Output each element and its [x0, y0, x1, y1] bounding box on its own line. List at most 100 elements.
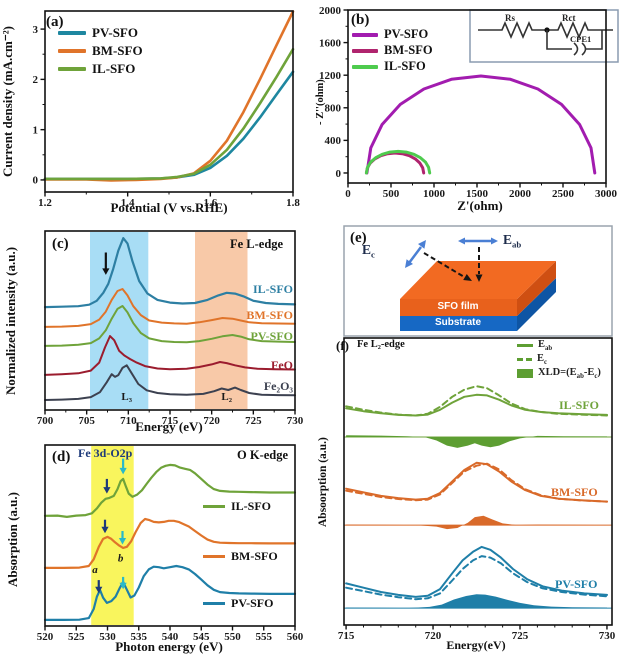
substrate-front-face	[400, 316, 517, 331]
circuit-branch-wire	[546, 30, 603, 50]
x-tick-label: 715	[162, 415, 179, 427]
y-tick-label: 2000	[319, 5, 342, 17]
ec-sub: c	[371, 249, 375, 260]
curve-label-bm-sfo: BM-SFO	[246, 308, 293, 322]
series-PV-SFO	[43, 564, 297, 622]
bm-sfo-swatch	[203, 555, 225, 558]
curve-label-il-sfo: IL-SFO	[203, 499, 271, 514]
x-tick-label: 535	[131, 631, 148, 643]
legend-label: BM-SFO	[92, 43, 143, 58]
series-IL-SFO	[43, 237, 297, 309]
series-BM-SFO	[44, 288, 296, 328]
cpe-icon	[573, 42, 587, 56]
x-tick-label: 525	[68, 631, 85, 643]
x-tick-label: 725	[245, 415, 262, 427]
il-sfo-swatch	[58, 67, 86, 71]
y-tick-label: 800	[325, 103, 342, 115]
peak-label: L₂	[221, 391, 232, 403]
ec-sub: c	[544, 359, 548, 367]
f-legend-xld: XLD=(Eab-Ec)	[517, 367, 601, 380]
f-legend-eab: Eab	[517, 339, 552, 352]
x-tick-label: 1.2	[38, 197, 52, 209]
x-tick-label: 500	[383, 188, 400, 200]
inset-rs-label: Rs	[505, 13, 516, 23]
x-tick-label: 720	[203, 415, 220, 427]
x-tick-label: 710	[120, 415, 137, 427]
x-tick-label: 530	[99, 631, 116, 643]
f-legend-ec: Ec	[517, 353, 547, 366]
x-tick-label: 545	[193, 631, 210, 643]
annotation-arrowhead	[119, 582, 127, 590]
curve-label-il-sfo: IL-SFO	[252, 282, 293, 296]
series-BM-Ec	[345, 462, 608, 503]
x-tick-label: 0	[345, 188, 351, 200]
x-tick-label: 2500	[552, 188, 575, 200]
series-BM-SFO	[43, 517, 297, 570]
x-tick-label: 720	[425, 630, 442, 642]
x-tick-label: 1000	[423, 188, 446, 200]
x-tick-label: 560	[287, 631, 304, 643]
xld-fill-swatch	[517, 369, 533, 379]
f-title: Fe L₂-edge	[357, 339, 405, 350]
f-y-axis-label: Absoorption (a.u.)	[317, 437, 329, 528]
eab-sub: ab	[545, 345, 553, 353]
eab-arrow-icon	[458, 237, 498, 245]
legend-label: IL-SFO	[384, 59, 426, 73]
d-band-label: Fe 3d-O2p	[78, 446, 133, 460]
curve-label-text: BM-SFO	[231, 549, 278, 563]
x-tick-label: 2000	[509, 188, 532, 200]
il-sfo-swatch	[352, 64, 378, 69]
panel-letter-f: (f)	[336, 338, 349, 353]
c-y-axis-label: Normalized intensity (a.u.)	[3, 246, 18, 396]
series-PV-Eab	[345, 545, 608, 598]
x-tick-label: 555	[256, 631, 273, 643]
panel-letter-a: (a)	[46, 14, 64, 30]
bm-sfo-swatch	[58, 49, 86, 53]
panel-letter-b: (b)	[351, 12, 370, 28]
y-tick-label: 0	[33, 175, 39, 187]
panel-letter-c: (c)	[52, 236, 69, 252]
legend-label: IL-SFO	[92, 61, 136, 76]
x-tick-label: 1.8	[286, 197, 300, 209]
legend-item-bm-sfo: BM-SFO	[58, 43, 143, 59]
eab-label: Eab	[503, 232, 521, 250]
curve-label-bm-sfo: BM-SFO	[203, 549, 278, 564]
xld-pre: XLD=(E	[538, 367, 577, 378]
series-PV-XLD	[346, 594, 607, 609]
sfo-film-schematic	[400, 237, 556, 331]
series-IL-SFO	[43, 47, 295, 181]
annotation-arrowhead	[95, 586, 103, 594]
series-IL-SFO	[43, 463, 297, 519]
peak-label: L₃	[121, 391, 132, 403]
curve-label-feo: FeO	[271, 358, 293, 372]
x-tick-label: 540	[162, 631, 179, 643]
x-tick-label: 520	[37, 631, 54, 643]
legend-item-bm-sfo: BM-SFO	[352, 43, 433, 58]
legend-label: PV-SFO	[384, 27, 429, 41]
panel-letter-e: (e)	[350, 230, 367, 246]
legend-label: Eab	[538, 339, 552, 352]
shaded-band	[90, 232, 149, 409]
a-x-axis-label: Potential (V vs.RHE)	[110, 200, 228, 215]
legend-item-pv-sfo: PV-SFO	[352, 27, 428, 42]
y-tick-label: 400	[325, 135, 342, 147]
x-tick-label: 700	[37, 415, 54, 427]
d-y-axis-label: Absorption (a.u.)	[5, 492, 20, 588]
panel-letter-d: (d)	[52, 449, 71, 465]
inset-rct-label: Rct	[562, 13, 576, 23]
series-IL-XLD	[346, 435, 607, 448]
legend-label: XLD=(Eab-Ec)	[538, 367, 601, 380]
series-FeO	[44, 335, 296, 376]
curve-label-bm-sfo: BM-SFO	[551, 485, 598, 499]
annotation-arrowhead	[103, 487, 111, 494]
incident-beam-arrows	[423, 247, 483, 282]
annotation-arrowhead	[101, 526, 109, 534]
xld-mid: -E	[583, 367, 595, 378]
d-x-axis-label: Photon energy (eV)	[115, 639, 223, 654]
b-x-axis-label: Z'(ohm)	[457, 198, 503, 213]
x-tick-label: 1.6	[203, 197, 217, 209]
y-tick-label: 1600	[319, 37, 342, 49]
series-IL-SFO	[364, 149, 432, 175]
x-tick-label: 550	[224, 631, 241, 643]
